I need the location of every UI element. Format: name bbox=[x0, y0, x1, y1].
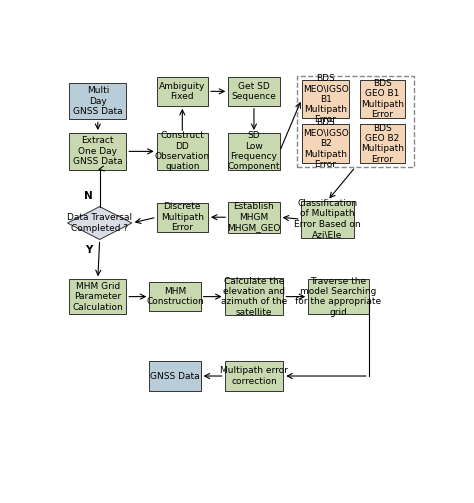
Text: Y: Y bbox=[85, 245, 92, 256]
Text: Extract
One Day
GNSS Data: Extract One Day GNSS Data bbox=[73, 136, 123, 166]
FancyBboxPatch shape bbox=[69, 279, 126, 314]
Text: Multipath error
correction: Multipath error correction bbox=[220, 366, 288, 386]
Text: GNSS Data: GNSS Data bbox=[150, 372, 200, 380]
Text: BDS
MEO\IGSO
B1
Multipath
Error: BDS MEO\IGSO B1 Multipath Error bbox=[303, 74, 348, 124]
Text: Discrete
Multipath
Error: Discrete Multipath Error bbox=[161, 202, 204, 232]
Text: Construct
DD
Observation
quation: Construct DD Observation quation bbox=[155, 131, 210, 172]
FancyBboxPatch shape bbox=[225, 278, 283, 315]
FancyBboxPatch shape bbox=[360, 124, 405, 163]
Text: Traverse the
model Searching
for the appropriate
grid: Traverse the model Searching for the app… bbox=[295, 277, 382, 317]
Text: SD
Low
Frequency
Component: SD Low Frequency Component bbox=[228, 131, 280, 172]
FancyBboxPatch shape bbox=[225, 362, 283, 390]
FancyBboxPatch shape bbox=[228, 133, 280, 170]
Text: Multi
Day
GNSS Data: Multi Day GNSS Data bbox=[73, 86, 123, 116]
FancyBboxPatch shape bbox=[69, 133, 126, 170]
FancyBboxPatch shape bbox=[149, 282, 201, 311]
FancyBboxPatch shape bbox=[228, 77, 280, 106]
FancyBboxPatch shape bbox=[69, 82, 126, 119]
Text: Ambiguity
Fixed: Ambiguity Fixed bbox=[159, 81, 206, 101]
FancyBboxPatch shape bbox=[301, 80, 349, 119]
FancyBboxPatch shape bbox=[156, 133, 208, 170]
Text: Data Traversal
Completed ?: Data Traversal Completed ? bbox=[67, 213, 132, 233]
Text: MHM
Construction: MHM Construction bbox=[146, 287, 204, 306]
FancyBboxPatch shape bbox=[301, 124, 349, 163]
Text: Classification
of Multipath
Error Based on
Azi\Ele: Classification of Multipath Error Based … bbox=[294, 199, 361, 239]
Polygon shape bbox=[67, 207, 132, 239]
Text: Get SD
Sequence: Get SD Sequence bbox=[231, 81, 276, 101]
FancyBboxPatch shape bbox=[156, 77, 208, 106]
FancyBboxPatch shape bbox=[149, 362, 201, 390]
FancyBboxPatch shape bbox=[360, 80, 405, 119]
FancyBboxPatch shape bbox=[301, 201, 354, 237]
Text: Establish
MHGM
MHGM_GEO: Establish MHGM MHGM_GEO bbox=[227, 202, 281, 232]
Text: N: N bbox=[84, 191, 93, 201]
FancyBboxPatch shape bbox=[228, 202, 280, 233]
Text: BDS
GEO B2
Multipath
Error: BDS GEO B2 Multipath Error bbox=[361, 124, 404, 164]
Text: MHM Grid
Parameter
Calculation: MHM Grid Parameter Calculation bbox=[73, 282, 123, 311]
Text: BDS
MEO\IGSO
B2
Multipath
Error: BDS MEO\IGSO B2 Multipath Error bbox=[303, 118, 348, 169]
Text: BDS
GEO B1
Multipath
Error: BDS GEO B1 Multipath Error bbox=[361, 79, 404, 119]
FancyBboxPatch shape bbox=[156, 203, 208, 232]
Text: Calculate the
elevation and
azimuth of the
satellite: Calculate the elevation and azimuth of t… bbox=[221, 277, 287, 317]
FancyBboxPatch shape bbox=[308, 279, 369, 314]
